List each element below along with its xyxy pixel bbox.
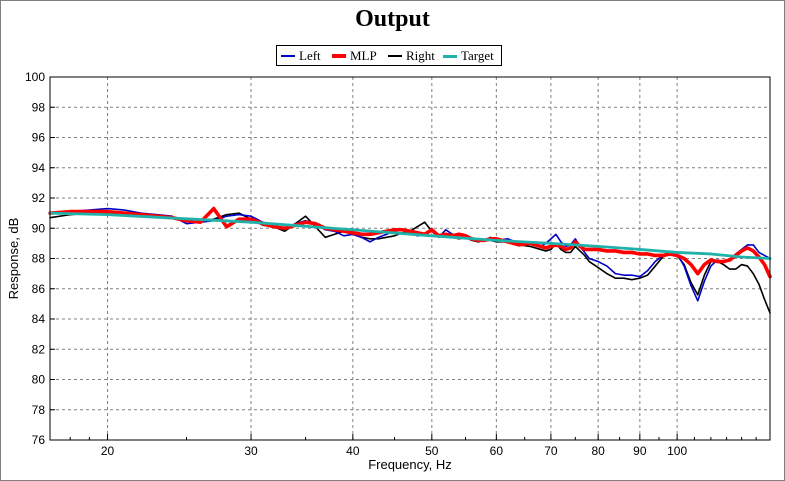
legend-label-mlp: MLP	[350, 48, 377, 63]
y-tick-label: 78	[32, 403, 46, 417]
legend-swatch-target	[443, 55, 457, 58]
x-tick-label: 80	[591, 444, 605, 458]
y-tick-label: 86	[32, 282, 46, 296]
y-tick-label: 94	[32, 161, 46, 175]
y-tick-label: 100	[25, 70, 45, 84]
x-tick-label: 20	[101, 444, 115, 458]
y-tick-label: 90	[32, 221, 46, 235]
y-tick-label: 98	[32, 100, 46, 114]
y-tick-label: 82	[32, 342, 46, 356]
legend-label-left: Left	[299, 48, 321, 63]
legend-label-target: Target	[461, 48, 494, 63]
x-tick-label: 30	[244, 444, 258, 458]
x-tick-label: 100	[667, 444, 687, 458]
y-tick-label: 84	[32, 312, 46, 326]
x-tick-label: 60	[490, 444, 504, 458]
x-tick-label: 70	[544, 444, 558, 458]
legend-swatch-right	[388, 55, 402, 57]
y-tick-label: 96	[32, 131, 46, 145]
legend-swatch-left	[281, 55, 295, 57]
y-axis-label: Response, dB	[6, 218, 21, 300]
chart-legend: Left MLP Right Target	[276, 45, 502, 66]
x-tick-label: 90	[633, 444, 647, 458]
y-tick-label: 80	[32, 373, 46, 387]
y-tick-label: 76	[32, 433, 46, 447]
legend-label-right: Right	[406, 48, 435, 63]
x-tick-label: 40	[346, 444, 360, 458]
plot-border	[49, 76, 771, 441]
x-axis-label: Frequency, Hz	[368, 457, 452, 472]
chart-title: Output	[355, 6, 430, 32]
series-line-target	[48, 211, 772, 260]
x-tick-label: 50	[425, 444, 439, 458]
y-tick-label: 88	[32, 252, 46, 266]
legend-swatch-mlp	[332, 54, 346, 58]
y-tick-label: 92	[32, 191, 46, 205]
